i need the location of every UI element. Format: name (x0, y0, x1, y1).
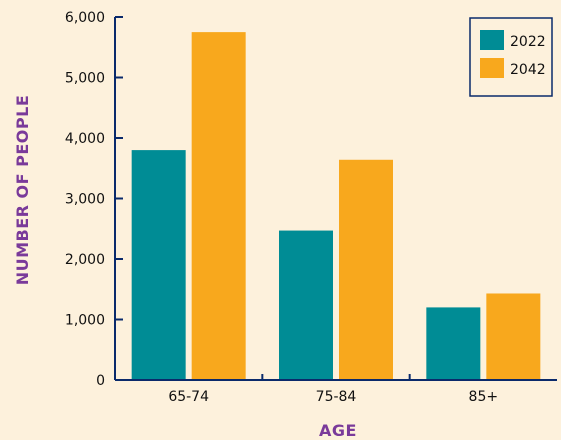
bar-2022-65-74 (131, 150, 186, 380)
legend-label-2022: 2022 (510, 34, 546, 50)
x-axis-title: AGE (319, 421, 357, 440)
x-tick-label: 85+ (469, 389, 499, 405)
bar-2042-85+ (486, 293, 541, 380)
y-tick-label: 2,000 (65, 252, 105, 268)
y-tick-label: 4,000 (65, 131, 105, 147)
y-ticks-group: 0 1,000 2,000 3,000 4,000 5,000 6,000 (65, 10, 123, 389)
y-tick-label: 0 (96, 373, 105, 389)
x-ticks-group: 65-74 75-84 85+ (168, 374, 498, 405)
y-tick-label: 5,000 (65, 71, 105, 87)
bar-2022-75-84 (279, 230, 333, 380)
y-tick-label: 3,000 (65, 192, 105, 208)
legend: 2022 2042 (469, 17, 553, 97)
y-tick-label: 6,000 (65, 10, 105, 26)
bar-2042-65-74 (191, 32, 246, 380)
y-axis-title: NUMBER OF PEOPLE (13, 95, 32, 286)
bars-group (131, 32, 541, 380)
legend-swatch-2042 (480, 58, 504, 78)
legend-swatch-2022 (480, 30, 504, 50)
legend-frame (469, 17, 553, 97)
legend-label-2042: 2042 (510, 62, 546, 78)
y-tick-label: 1,000 (65, 313, 105, 329)
x-tick-label: 65-74 (168, 389, 209, 405)
bar-2042-75-84 (339, 159, 393, 380)
bar-2022-85+ (426, 307, 481, 380)
x-tick-label: 75-84 (316, 389, 357, 405)
